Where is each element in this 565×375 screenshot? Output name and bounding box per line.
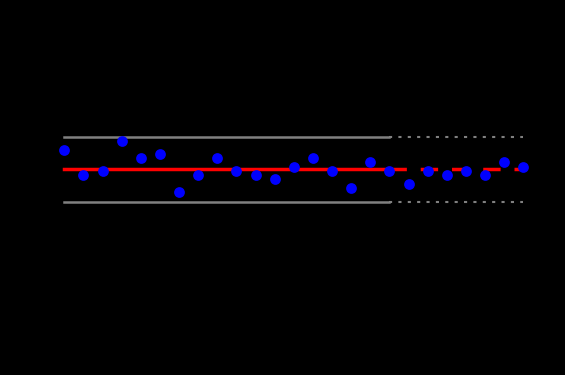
Point — [347, 185, 356, 191]
Point — [366, 159, 375, 165]
Point — [289, 164, 298, 170]
Point — [499, 159, 508, 165]
Point — [404, 181, 413, 187]
Point — [442, 172, 451, 178]
Point — [117, 138, 126, 144]
Point — [155, 151, 164, 157]
Point — [60, 147, 69, 153]
Point — [136, 155, 145, 161]
Point — [175, 189, 184, 195]
Point — [98, 168, 107, 174]
Point — [423, 168, 432, 174]
Point — [462, 168, 471, 174]
Point — [213, 155, 222, 161]
Point — [232, 168, 241, 174]
Point — [194, 172, 203, 178]
Point — [480, 172, 489, 178]
Point — [519, 164, 528, 170]
Point — [308, 155, 318, 161]
Point — [79, 172, 88, 178]
Point — [328, 168, 337, 174]
Point — [385, 168, 394, 174]
Point — [251, 172, 260, 178]
Point — [270, 176, 279, 182]
